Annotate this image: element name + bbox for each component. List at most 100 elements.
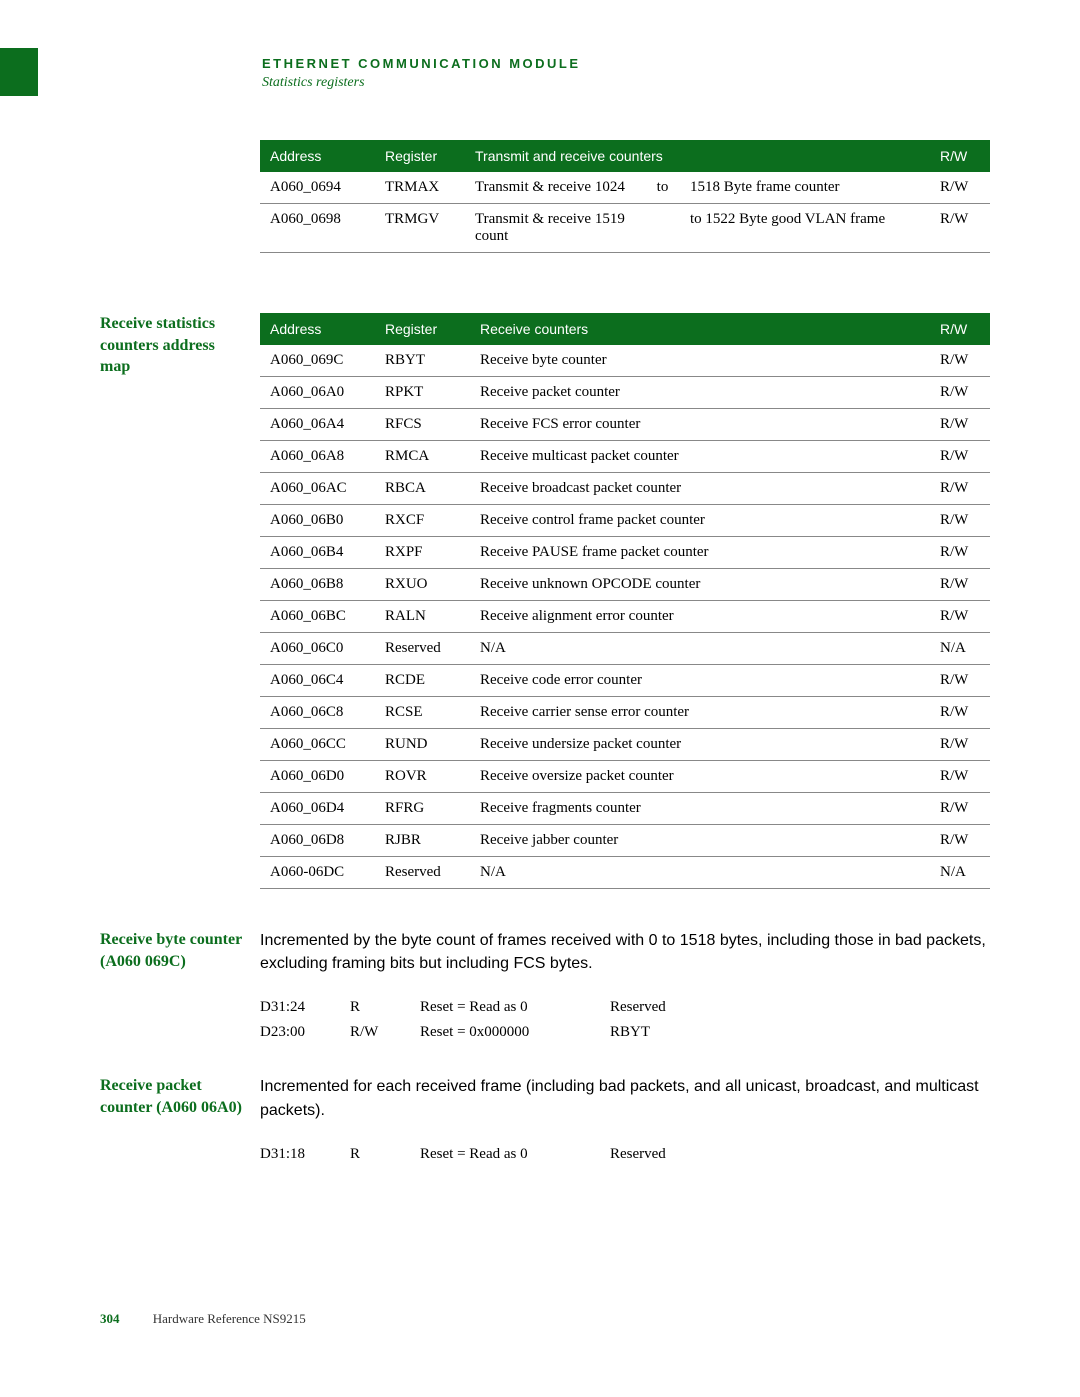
cell-reg: RBYT: [375, 345, 470, 377]
cell-addr: A060_06B0: [260, 505, 375, 537]
table-row: A060_06CCRUNDReceive undersize packet co…: [260, 729, 990, 761]
table-row: A060_0694TRMAXTransmit & receive 1024to1…: [260, 172, 990, 204]
page-content: Address Register Transmit and receive co…: [100, 140, 990, 1167]
cell-addr: A060_069C: [260, 345, 375, 377]
th-address: Address: [260, 140, 375, 172]
cell-addr: A060-06DC: [260, 857, 375, 889]
cell-rw: R/W: [930, 665, 990, 697]
bit-reset: Reset = Read as 0: [420, 995, 610, 1020]
cell-addr: A060_06C8: [260, 697, 375, 729]
bit-field: D31:24: [260, 995, 350, 1020]
table-row: A060_06A0RPKTReceive packet counterR/W: [260, 377, 990, 409]
cell-desc-b: 1518 Byte frame counter: [680, 172, 930, 204]
cell-addr: A060_06AC: [260, 473, 375, 505]
th2-rw: R/W: [930, 313, 990, 345]
cell-desc-b: to 1522 Byte good VLAN frame: [680, 204, 930, 253]
th2-address: Address: [260, 313, 375, 345]
th-rw: R/W: [930, 140, 990, 172]
page-footer: 304 Hardware Reference NS9215: [100, 1311, 306, 1327]
cell-desc: Receive FCS error counter: [470, 409, 930, 441]
cell-reg: RCDE: [375, 665, 470, 697]
bit-row: D31:24RReset = Read as 0Reserved: [260, 995, 690, 1020]
cell-rw: R/W: [930, 601, 990, 633]
cell-desc: Receive undersize packet counter: [470, 729, 930, 761]
cell-rw: N/A: [930, 857, 990, 889]
cell-desc-a: Transmit & receive 1519 count: [465, 204, 645, 253]
table-row: A060_06B8RXUOReceive unknown OPCODE coun…: [260, 569, 990, 601]
cell-reg: RMCA: [375, 441, 470, 473]
table-row: A060_06A4RFCSReceive FCS error counterR/…: [260, 409, 990, 441]
cell-reg: RFRG: [375, 793, 470, 825]
cell-addr: A060_06C0: [260, 633, 375, 665]
section4-bit-table: D31:18RReset = Read as 0Reserved: [260, 1142, 690, 1167]
cell-rw: R/W: [930, 537, 990, 569]
cell-rw: R/W: [930, 729, 990, 761]
cell-addr: A060_06D4: [260, 793, 375, 825]
cell-reg: TRMAX: [375, 172, 465, 204]
table-row: A060_069CRBYTReceive byte counterR/W: [260, 345, 990, 377]
cell-addr: A060_06D8: [260, 825, 375, 857]
cell-addr: A060_06B4: [260, 537, 375, 569]
table-row: A060_06D4RFRGReceive fragments counterR/…: [260, 793, 990, 825]
cell-addr: A060_06C4: [260, 665, 375, 697]
cell-desc: N/A: [470, 633, 930, 665]
bit-reset: Reset = Read as 0: [420, 1142, 610, 1167]
cell-addr: A060_0694: [260, 172, 375, 204]
cell-addr: A060_06A8: [260, 441, 375, 473]
table-row: A060_06D0ROVRReceive oversize packet cou…: [260, 761, 990, 793]
bit-access: R: [350, 1142, 420, 1167]
th2-register: Register: [375, 313, 470, 345]
cell-desc: Receive carrier sense error counter: [470, 697, 930, 729]
cell-rw: R/W: [930, 793, 990, 825]
bit-row: D23:00R/WReset = 0x000000RBYT: [260, 1020, 690, 1045]
cell-reg: RPKT: [375, 377, 470, 409]
cell-addr: A060_06CC: [260, 729, 375, 761]
section2-label: Receive statistics counters address map: [100, 313, 260, 378]
cell-reg: RJBR: [375, 825, 470, 857]
table-row: A060_06ACRBCAReceive broadcast packet co…: [260, 473, 990, 505]
table-row: A060_06BCRALNReceive alignment error cou…: [260, 601, 990, 633]
cell-reg: RBCA: [375, 473, 470, 505]
section4-text: Incremented for each received frame (inc…: [260, 1075, 990, 1121]
table-row: A060_06B4RXPFReceive PAUSE frame packet …: [260, 537, 990, 569]
cell-desc-mid: [645, 204, 680, 253]
section4-label: Receive packet counter (A060 06A0): [100, 1075, 260, 1118]
cell-desc: Receive alignment error counter: [470, 601, 930, 633]
table-row: A060_06A8RMCAReceive multicast packet co…: [260, 441, 990, 473]
cell-desc: N/A: [470, 857, 930, 889]
cell-rw: R/W: [930, 569, 990, 601]
cell-desc: Receive fragments counter: [470, 793, 930, 825]
cell-rw: R/W: [930, 473, 990, 505]
cell-rw: R/W: [930, 441, 990, 473]
cell-desc: Receive packet counter: [470, 377, 930, 409]
th-register: Register: [375, 140, 465, 172]
cell-reg: RALN: [375, 601, 470, 633]
cell-desc: Receive byte counter: [470, 345, 930, 377]
cell-addr: A060_06B8: [260, 569, 375, 601]
table-row: A060_06C8RCSEReceive carrier sense error…: [260, 697, 990, 729]
section3-bit-table: D31:24RReset = Read as 0ReservedD23:00R/…: [260, 995, 690, 1045]
cell-rw: R/W: [930, 345, 990, 377]
cell-rw: R/W: [930, 761, 990, 793]
bit-name: RBYT: [610, 1020, 690, 1045]
table-row: A060_06D8RJBRReceive jabber counterR/W: [260, 825, 990, 857]
cell-reg: Reserved: [375, 633, 470, 665]
cell-rw: R/W: [930, 204, 990, 253]
bit-access: R: [350, 995, 420, 1020]
cell-desc-mid: to: [645, 172, 680, 204]
cell-addr: A060_0698: [260, 204, 375, 253]
receive-counters-table: Address Register Receive counters R/W A0…: [260, 313, 990, 889]
bit-name: Reserved: [610, 995, 690, 1020]
cell-reg: ROVR: [375, 761, 470, 793]
cell-desc: Receive control frame packet counter: [470, 505, 930, 537]
page-header: ETHERNET COMMUNICATION MODULE Statistics…: [262, 56, 581, 91]
bit-row: D31:18RReset = Read as 0Reserved: [260, 1142, 690, 1167]
cell-rw: N/A: [930, 633, 990, 665]
cell-addr: A060_06A0: [260, 377, 375, 409]
cell-addr: A060_06D0: [260, 761, 375, 793]
cell-reg: RXUO: [375, 569, 470, 601]
th-desc: Transmit and receive counters: [465, 140, 930, 172]
bit-access: R/W: [350, 1020, 420, 1045]
table-row: A060_06B0RXCFReceive control frame packe…: [260, 505, 990, 537]
cell-desc: Receive jabber counter: [470, 825, 930, 857]
